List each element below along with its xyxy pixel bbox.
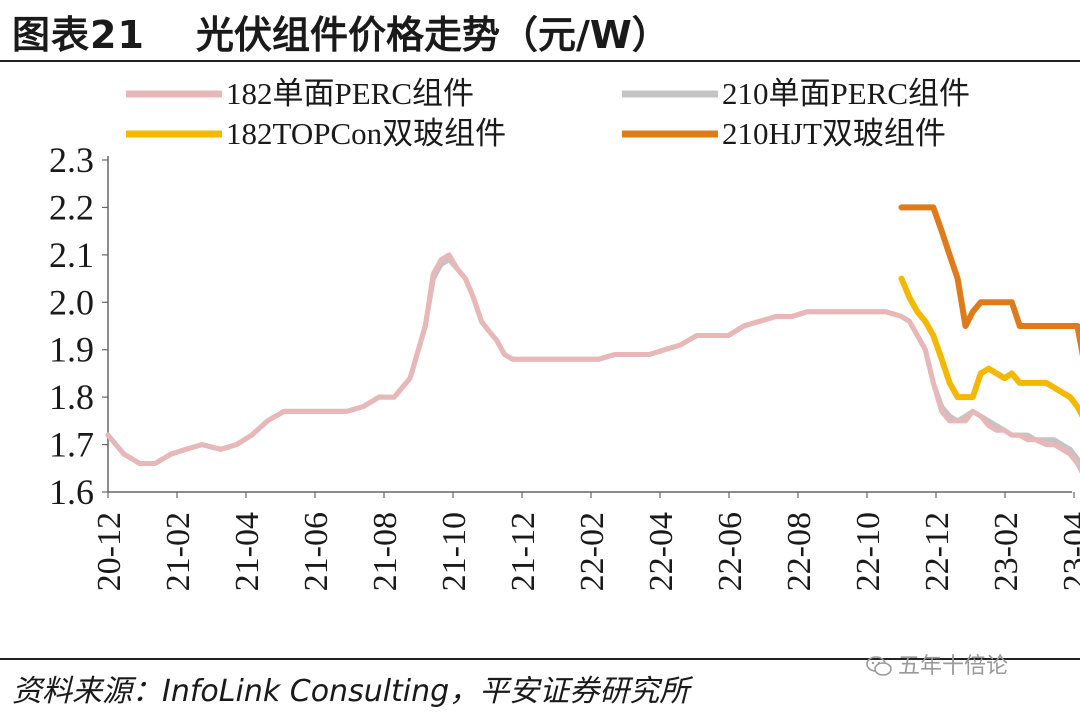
source-note: 资料来源：InfoLink Consulting，平安证券研究所 <box>12 674 690 709</box>
x-tick-label: 23-02 <box>988 512 1025 591</box>
chart-legend: 182单面PERC组件 210单面PERC组件 182TOPCon双玻组件 210HJ… <box>126 76 970 151</box>
x-tick-label: 22-06 <box>712 512 749 591</box>
legend-label: 210单面PERC组件 <box>722 76 970 111</box>
y-tick-label: 2.1 <box>49 235 94 275</box>
x-tick-label: 22-10 <box>850 512 887 591</box>
x-tick-label: 21-08 <box>367 512 404 591</box>
x-tick-label: 20-12 <box>91 512 128 591</box>
wechat-icon <box>866 656 892 676</box>
x-tick-label: 21-10 <box>436 512 473 591</box>
x-tick-label: 22-08 <box>781 512 818 591</box>
y-tick-label: 1.7 <box>49 425 94 465</box>
y-tick-label: 1.8 <box>49 377 94 417</box>
series-line-3 <box>898 275 1080 418</box>
line-chart: 182单面PERC组件 210单面PERC组件 182TOPCon双玻组件 210HJ… <box>49 76 1080 591</box>
y-tick-label: 2.0 <box>49 282 94 322</box>
x-tick-label: 21-04 <box>229 512 266 591</box>
series-line-1 <box>105 252 1080 474</box>
title-divider <box>0 60 1080 62</box>
legend-label: 182TOPCon双玻组件 <box>226 116 506 151</box>
figure-header: 图表21 光伏组件价格走势（元/W） <box>0 0 1080 62</box>
y-tick-label: 1.6 <box>49 472 94 512</box>
watermark: 五年十倍论 <box>866 648 1008 680</box>
x-tick-label: 22-02 <box>574 512 611 591</box>
series-line-4 <box>898 204 1080 357</box>
x-tick-label: 21-02 <box>160 512 197 591</box>
watermark-text: 五年十倍论 <box>898 654 1009 679</box>
y-tick-label: 2.2 <box>49 187 94 227</box>
x-tick-label: 21-06 <box>298 512 335 591</box>
legend-label: 182单面PERC组件 <box>226 76 474 111</box>
chart-title: 光伏组件价格走势（元/W） <box>196 13 670 57</box>
chart-axes: 1.6 1.7 1.8 1.9 2.0 2.1 2.2 2.3 20-12 21-02 21-04 2… <box>49 140 1080 591</box>
x-tick-label: 21-12 <box>505 512 542 591</box>
chart-series-layer <box>105 204 1080 474</box>
legend-label: 210HJT双玻组件 <box>722 116 946 151</box>
footer-divider <box>0 658 1080 660</box>
y-tick-label: 2.3 <box>49 140 94 180</box>
x-tick-label: 22-12 <box>919 512 956 591</box>
figure-number: 图表21 <box>12 13 145 57</box>
series-line-2 <box>105 257 1080 466</box>
y-tick-label: 1.9 <box>49 330 94 370</box>
x-tick-label: 23-04 <box>1057 512 1080 591</box>
x-tick-label: 22-04 <box>643 512 680 591</box>
